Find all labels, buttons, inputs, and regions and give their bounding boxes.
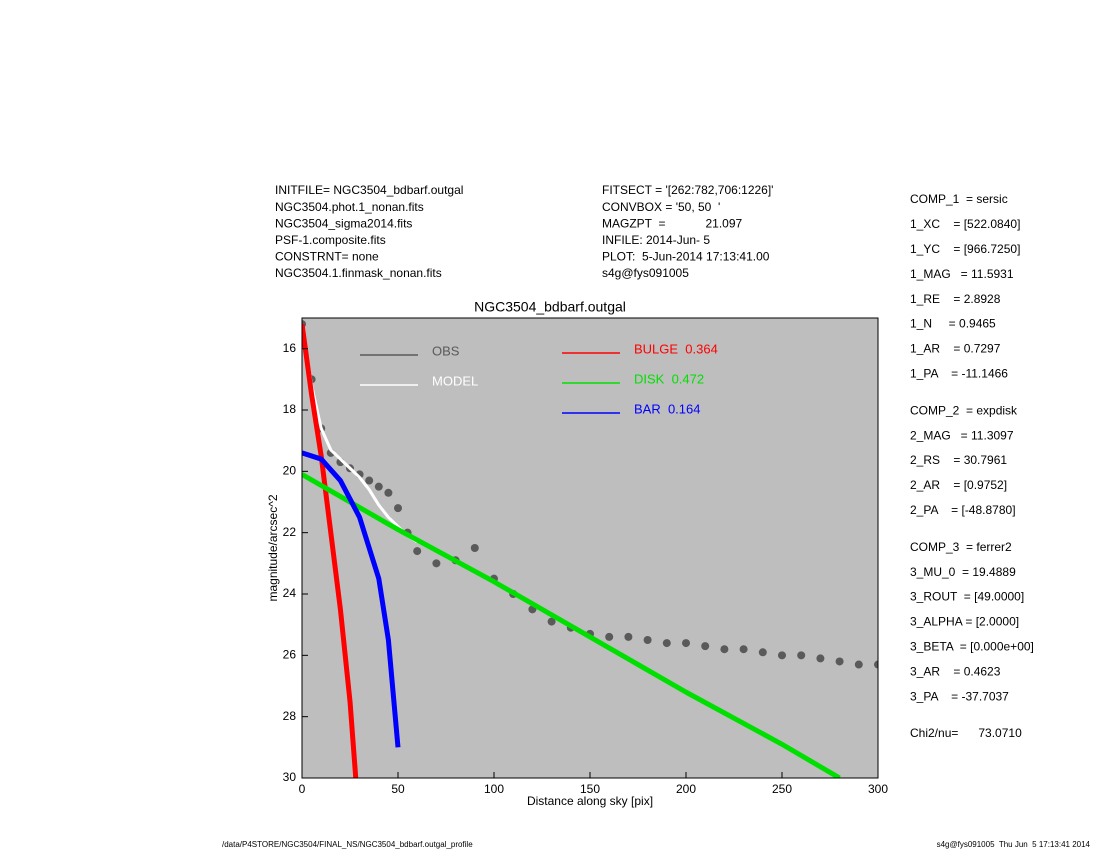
y-tick-label: 30 bbox=[283, 770, 297, 784]
obs-point bbox=[624, 632, 633, 641]
header-line: CONSTRNT= none bbox=[275, 250, 379, 264]
parameter: 2_PA = [-48.8780] bbox=[910, 503, 1016, 517]
parameter: 2_AR = [0.9752] bbox=[910, 478, 1007, 492]
parameter: 3_BETA = [0.000e+00] bbox=[910, 639, 1034, 653]
x-axis-label: Distance along sky [pix] bbox=[527, 794, 653, 808]
y-tick-label: 26 bbox=[283, 648, 297, 662]
header-line: PSF-1.composite.fits bbox=[275, 233, 386, 247]
y-axis-label: magnitude/arcsec^2 bbox=[266, 494, 280, 601]
footer-left: /data/P4STORE/NGC3504/FINAL_NS/NGC3504_b… bbox=[222, 840, 473, 849]
x-tick-label: 150 bbox=[580, 782, 600, 796]
y-tick-label: 16 bbox=[283, 341, 297, 355]
profile-line bbox=[302, 323, 419, 544]
parameter: COMP_2 = expdisk bbox=[910, 403, 1018, 417]
series-layer bbox=[302, 320, 878, 778]
header-line: INITFILE= NGC3504_bdbarf.outgal bbox=[275, 183, 463, 197]
obs-point bbox=[797, 651, 806, 660]
header-line: NGC3504.phot.1_nonan.fits bbox=[275, 200, 424, 214]
x-tick-label: 300 bbox=[868, 782, 888, 796]
profile-line bbox=[302, 450, 401, 748]
x-tick-label: 50 bbox=[391, 782, 405, 796]
obs-point bbox=[432, 559, 441, 568]
y-tick-label: 18 bbox=[283, 402, 297, 416]
legend-label: DISK 0.472 bbox=[634, 371, 704, 386]
header-line: s4g@fys091005 bbox=[602, 266, 689, 280]
parameter: 1_XC = [522.0840] bbox=[910, 217, 1020, 231]
parameter: COMP_3 = ferrer2 bbox=[910, 540, 1012, 554]
header-line: INFILE: 2014-Jun- 5 bbox=[602, 233, 710, 247]
obs-point bbox=[701, 642, 710, 651]
plot-area bbox=[302, 318, 878, 778]
parameter: 2_RS = 30.7961 bbox=[910, 453, 1007, 467]
parameter: Chi2/nu= 73.0710 bbox=[910, 726, 1022, 740]
parameter: 2_MAG = 11.3097 bbox=[910, 428, 1014, 442]
parameter: 1_AR = 0.7297 bbox=[910, 342, 1001, 356]
y-tick-label: 28 bbox=[283, 709, 297, 723]
obs-point bbox=[384, 488, 393, 497]
parameter: 3_AR = 0.4623 bbox=[910, 664, 1001, 678]
legend-label: OBS bbox=[432, 343, 460, 358]
obs-point bbox=[835, 657, 844, 666]
header-line: NGC3504.1.finmask_nonan.fits bbox=[275, 266, 442, 280]
obs-point bbox=[374, 482, 383, 491]
obs-point bbox=[874, 660, 878, 669]
parameter: 3_PA = -37.7037 bbox=[910, 689, 1009, 703]
obs-point bbox=[470, 544, 479, 552]
footer-right: s4g@fys091005 Thu Jun 5 17:13:41 2014 bbox=[937, 840, 1091, 849]
obs-point bbox=[739, 645, 748, 654]
x-tick-label: 200 bbox=[676, 782, 696, 796]
header-line: NGC3504_sigma2014.fits bbox=[275, 216, 412, 230]
parameter: 3_ROUT = [49.0000] bbox=[910, 590, 1024, 604]
parameter: 1_RE = 2.8928 bbox=[910, 292, 1001, 306]
obs-point bbox=[394, 504, 402, 513]
header-line: MAGZPT = 21.097 bbox=[602, 216, 742, 230]
obs-point bbox=[758, 648, 767, 657]
obs-point bbox=[854, 660, 863, 669]
parameter: 1_YC = [966.7250] bbox=[910, 242, 1020, 256]
legend-label: BULGE 0.364 bbox=[634, 341, 718, 356]
header-line: FITSECT = '[262:782,706:1226]' bbox=[602, 183, 773, 197]
parameter: 3_ALPHA = [2.0000] bbox=[910, 615, 1019, 629]
parameter: COMP_1 = sersic bbox=[910, 192, 1008, 206]
obs-point bbox=[605, 632, 614, 641]
header-line: CONVBOX = '50, 50 ' bbox=[602, 200, 720, 214]
obs-point bbox=[643, 636, 652, 644]
obs-point bbox=[365, 476, 374, 485]
obs-point bbox=[816, 654, 825, 663]
x-tick-label: 250 bbox=[772, 782, 792, 796]
obs-point bbox=[413, 547, 422, 556]
obs-point bbox=[682, 639, 690, 648]
obs-point bbox=[662, 639, 671, 648]
y-tick-label: 24 bbox=[283, 586, 297, 600]
chart-title: NGC3504_bdbarf.outgal bbox=[474, 299, 626, 315]
parameter: 1_N = 0.9465 bbox=[910, 317, 996, 331]
profile-line bbox=[302, 472, 841, 778]
obs-point bbox=[778, 651, 786, 660]
obs-point bbox=[547, 617, 556, 626]
x-tick-label: 0 bbox=[299, 782, 306, 796]
parameter: 3_MU_0 = 19.4889 bbox=[910, 565, 1016, 579]
x-tick-label: 100 bbox=[484, 782, 504, 796]
obs-point bbox=[720, 645, 729, 654]
parameter: 1_PA = -11.1466 bbox=[910, 366, 1008, 380]
profile-line bbox=[302, 323, 359, 778]
legend-label: MODEL bbox=[432, 373, 478, 388]
y-tick-label: 20 bbox=[283, 464, 297, 478]
y-tick-label: 22 bbox=[283, 525, 297, 539]
header-line: PLOT: 5-Jun-2014 17:13:41.00 bbox=[602, 250, 770, 264]
parameter: 1_MAG = 11.5931 bbox=[910, 267, 1014, 281]
legend-label: BAR 0.164 bbox=[634, 401, 701, 416]
